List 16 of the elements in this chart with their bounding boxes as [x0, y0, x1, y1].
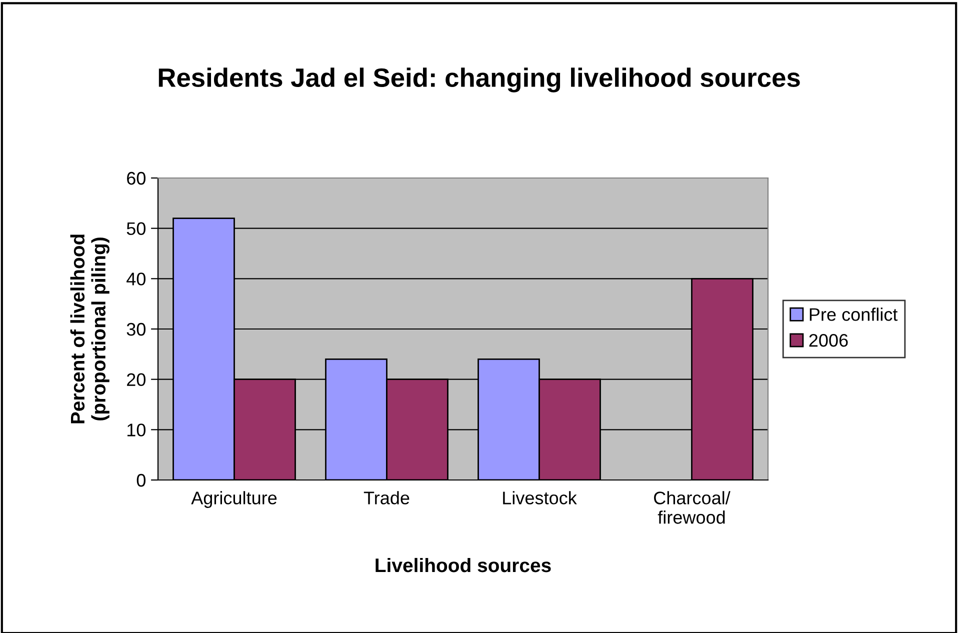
x-tick-label: Agriculture [191, 491, 277, 508]
legend-label: Pre conflict [810, 308, 898, 321]
y-tick-label: 30 [126, 322, 146, 336]
y-tick-label: 40 [126, 272, 146, 286]
y-tick-label: 50 [126, 222, 146, 236]
y-tick-label: 10 [127, 424, 146, 436]
y-tick-label: 60 [127, 172, 146, 185]
x-tick-label: Livestock [503, 491, 577, 504]
chart-title: Residents Jad el Seid: changing livelihood sources [158, 68, 800, 92]
x-tick-label: Charcoal/ firewood [654, 491, 730, 524]
y-tick-label: 20 [127, 373, 146, 386]
legend-label: 2006 [809, 334, 848, 347]
x-axis-title: Livelihood sources [376, 558, 551, 572]
y-tick-label: 0 [136, 474, 146, 487]
x-tick-label: Trade [364, 491, 410, 504]
y-axis-title: Percent of livelihood (proportional piling) [70, 234, 110, 424]
